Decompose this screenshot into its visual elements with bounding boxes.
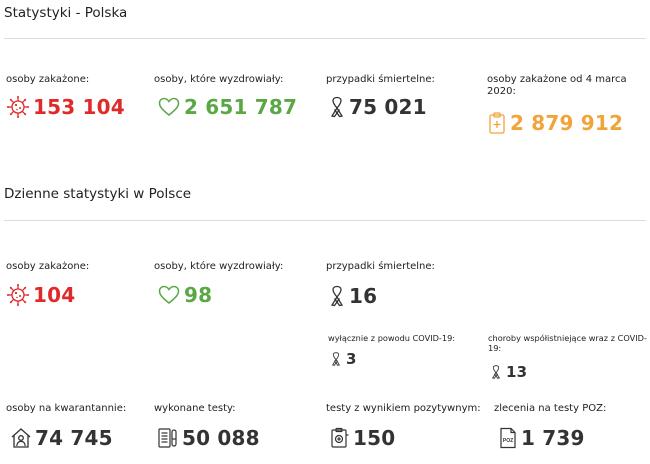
deaths-covid-only-value: 3: [346, 350, 357, 368]
stat-value-deaths: 75 021: [349, 95, 427, 119]
positive-test-icon: [330, 426, 350, 450]
stat-deaths: 75 021: [328, 95, 427, 119]
poz-order-icon: POZ: [498, 426, 518, 450]
divider: [4, 220, 646, 221]
daily-recovered: 98: [157, 283, 212, 307]
deaths-comorbid: 13: [488, 363, 527, 381]
stat-label-infected: osoby zakażone:: [6, 74, 90, 85]
tests-value: 50 088: [182, 426, 260, 450]
daily-deaths: 16: [328, 284, 377, 308]
deaths-covid-only: 3: [328, 350, 357, 368]
daily-infected: 104: [6, 283, 75, 307]
stat-recovered: 2 651 787: [157, 95, 297, 119]
quarantine-value: 74 745: [35, 426, 113, 450]
stat-label-deaths: przypadki śmiertelne:: [326, 74, 435, 85]
daily-value-infected: 104: [33, 283, 76, 307]
stat-infected: 153 104: [6, 95, 125, 119]
stat-label-recovered: osoby, które wyzdrowiały:: [154, 74, 284, 85]
section-title-poland: Statystyki - Polska: [4, 5, 128, 21]
clipboard-icon: [487, 111, 507, 135]
quarantine-stat: 74 745: [10, 426, 113, 450]
virus-icon: [6, 95, 30, 119]
positive-tests-value: 150: [353, 426, 396, 450]
heart-icon: [157, 95, 181, 119]
stat-total-infected: 2 879 912: [487, 111, 623, 135]
house-person-icon: [10, 426, 32, 450]
stat-label-total-infected: osoby zakażone od 4 marca 2020:: [487, 74, 627, 97]
poz-orders-value: 1 739: [521, 426, 585, 450]
ribbon-icon: [328, 284, 346, 308]
tests-stat: 50 088: [157, 426, 260, 450]
deaths-comorbid-value: 13: [506, 363, 528, 381]
divider: [4, 38, 646, 39]
tests-label: wykonane testy:: [154, 403, 236, 414]
section-title-daily: Dzienne statystyki w Polsce: [4, 186, 192, 202]
positive-tests-label: testy z wynikiem pozytywnym:: [326, 403, 481, 414]
ribbon-icon: [328, 351, 344, 367]
deaths-covid-only-label: wyłącznie z powodu COVID-19:: [328, 333, 456, 343]
stat-value-infected: 153 104: [33, 95, 125, 119]
deaths-comorbid-label: choroby współistniejące wraz z COVID-19:: [488, 333, 647, 353]
daily-label-infected: osoby zakażone:: [6, 261, 90, 272]
quarantine-label: osoby na kwarantannie:: [6, 403, 127, 414]
poz-orders-label: zlecenia na testy POZ:: [494, 403, 607, 414]
daily-label-recovered: osoby, które wyzdrowiały:: [154, 261, 284, 272]
ribbon-icon: [488, 364, 504, 380]
virus-icon: [6, 283, 30, 307]
stat-value-total-infected: 2 879 912: [510, 111, 624, 135]
stat-value-recovered: 2 651 787: [184, 95, 298, 119]
poz-icon-text: POZ: [503, 438, 513, 444]
ribbon-icon: [328, 95, 346, 119]
poz-orders-stat: POZ 1 739: [498, 426, 585, 450]
daily-value-recovered: 98: [184, 283, 213, 307]
daily-label-deaths: przypadki śmiertelne:: [326, 261, 435, 272]
positive-tests-stat: 150: [330, 426, 395, 450]
heart-icon: [157, 283, 181, 307]
daily-value-deaths: 16: [349, 284, 378, 308]
test-list-icon: [157, 426, 179, 450]
